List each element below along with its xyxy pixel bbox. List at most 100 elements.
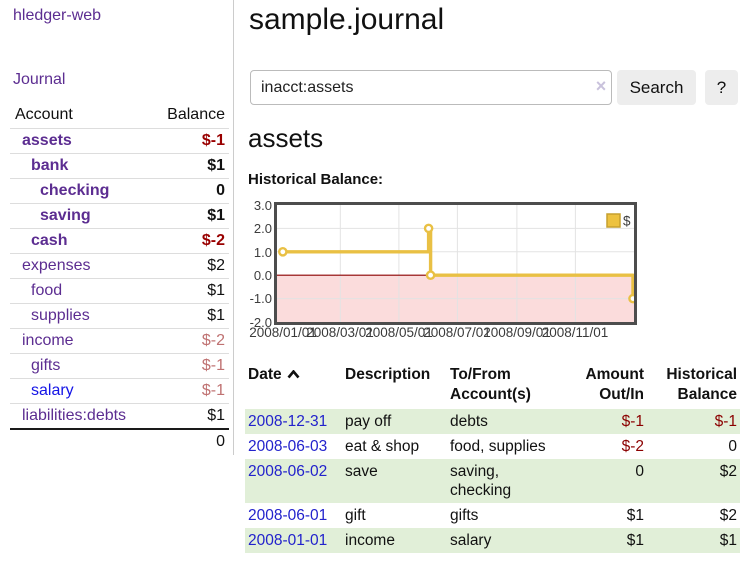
search-input[interactable] [250, 70, 612, 105]
y-tick-label: -1.0 [249, 291, 272, 306]
transaction-description: gift [345, 507, 366, 524]
account-link-saving[interactable]: saving [40, 206, 91, 224]
legend-label: $ [623, 214, 631, 229]
account-link-supplies[interactable]: supplies [31, 306, 90, 324]
transaction-accounts: debts [450, 413, 488, 430]
accounts-total-balance: 0 [216, 432, 225, 450]
y-tick-label: -2.0 [249, 315, 272, 330]
transaction-amount: $1 [626, 532, 644, 549]
brand-link[interactable]: hledger-web [13, 7, 102, 24]
account-row: bank $1 [10, 153, 229, 178]
account-link-food[interactable]: food [31, 281, 63, 299]
x-tick-label: 2008/09/01 [483, 325, 551, 340]
accounts-header-balance: Balance [167, 106, 225, 124]
search-button[interactable]: Search [617, 70, 696, 105]
transaction-amount: $-1 [621, 413, 644, 430]
header-amount: Amount Out/In [585, 366, 644, 403]
transaction-description: save [345, 463, 378, 480]
transaction-balance: $2 [719, 463, 737, 480]
account-row: supplies $1 [10, 303, 229, 328]
account-balance: $1 [207, 156, 225, 174]
register-row: 2008-12-31 pay off debts $-1 $-1 [245, 409, 740, 434]
account-row: expenses $2 [10, 253, 229, 278]
x-tick-label: 2008/07/01 [423, 325, 491, 340]
account-balance: $-2 [201, 331, 225, 349]
account-link-income[interactable]: income [22, 331, 74, 349]
y-tick-label: 3.0 [253, 198, 272, 213]
x-tick-label: 2008/01/01 [249, 325, 317, 340]
page-title: sample.journal [249, 3, 445, 36]
account-balance: $-1 [201, 356, 225, 374]
chart-title: Historical Balance: [248, 171, 384, 188]
chart-legend: $ [606, 213, 631, 229]
accounts-total-row: 0 [10, 428, 229, 454]
account-link-cash[interactable]: cash [31, 231, 68, 249]
account-link-expenses[interactable]: expenses [22, 256, 91, 274]
account-row: checking 0 [10, 178, 229, 203]
accounts-table: Account Balance assets $-1 bank $1 check… [10, 103, 229, 454]
account-row: saving $1 [10, 203, 229, 228]
sidebar-item-journal[interactable]: Journal [13, 71, 66, 88]
chart-canvas: $ [277, 205, 638, 322]
header-date[interactable]: Date [245, 363, 342, 409]
y-tick-label: 0.0 [253, 268, 272, 283]
account-balance: $1 [207, 281, 225, 299]
register-row: 2008-06-02 save saving, checking 0 $2 [245, 459, 740, 503]
register-header-row: Date Description To/From Account(s) Amou… [245, 363, 740, 409]
historical-balance-chart: $ [274, 202, 638, 325]
transaction-accounts: food, supplies [450, 438, 546, 455]
transaction-amount: $-2 [621, 438, 644, 455]
y-tick-label: 1.0 [253, 245, 272, 260]
account-row: cash $-2 [10, 228, 229, 253]
account-balance: $-1 [201, 381, 225, 399]
account-row: food $1 [10, 278, 229, 303]
account-link-liabilities-debts[interactable]: liabilities:debts [22, 406, 127, 424]
account-row: income $-2 [10, 328, 229, 353]
register-table: Date Description To/From Account(s) Amou… [245, 363, 740, 553]
account-link-bank[interactable]: bank [31, 156, 69, 174]
sort-up-icon [287, 365, 300, 385]
account-link-gifts[interactable]: gifts [31, 356, 61, 374]
account-link-checking[interactable]: checking [40, 181, 110, 199]
transaction-accounts: saving, checking [450, 463, 512, 499]
account-row: assets $-1 [10, 128, 229, 153]
register-row: 2008-06-03 eat & shop food, supplies $-2… [245, 434, 740, 459]
transaction-date-link[interactable]: 2008-06-01 [248, 507, 328, 524]
register-row: 2008-06-01 gift gifts $1 $2 [245, 503, 740, 528]
transaction-balance: $1 [719, 532, 737, 549]
transaction-amount: $1 [626, 507, 644, 524]
account-link-assets[interactable]: assets [22, 131, 72, 149]
account-heading: assets [248, 123, 324, 153]
account-balance: $1 [207, 206, 225, 224]
transaction-date-link[interactable]: 2008-01-01 [248, 532, 328, 549]
transaction-date-link[interactable]: 2008-12-31 [248, 413, 328, 430]
account-balance: $1 [207, 406, 225, 424]
gridlines [277, 205, 634, 322]
transaction-balance: $2 [719, 507, 737, 524]
header-accounts: To/From Account(s) [450, 366, 531, 403]
legend-swatch [606, 213, 621, 228]
account-balance: $-1 [201, 131, 225, 149]
account-link-salary[interactable]: salary [31, 381, 74, 399]
transaction-accounts: salary [450, 532, 492, 549]
register-row: 2008-01-01 income salary $1 $1 [245, 528, 740, 553]
transaction-date-link[interactable]: 2008-06-03 [248, 438, 328, 455]
clear-search-icon[interactable]: × [595, 76, 607, 96]
transaction-balance: 0 [728, 438, 737, 455]
accounts-header-account: Account [15, 106, 73, 124]
account-balance: 0 [216, 181, 225, 199]
transaction-description: pay off [345, 413, 392, 430]
account-row: salary $-1 [10, 378, 229, 403]
transaction-date-link[interactable]: 2008-06-02 [248, 463, 328, 480]
x-tick-label: 2008/11/01 [541, 325, 609, 340]
transaction-balance: $-1 [714, 413, 737, 430]
transaction-description: income [345, 532, 395, 549]
transaction-description: eat & shop [345, 438, 420, 455]
header-balance: Historical Balance [666, 366, 737, 403]
account-row: gifts $-1 [10, 353, 229, 378]
help-button[interactable]: ? [705, 70, 738, 105]
x-tick-label: 2008/03/01 [306, 325, 374, 340]
header-description: Description [345, 366, 431, 383]
sidebar-divider [233, 0, 234, 455]
transaction-accounts: gifts [450, 507, 479, 524]
